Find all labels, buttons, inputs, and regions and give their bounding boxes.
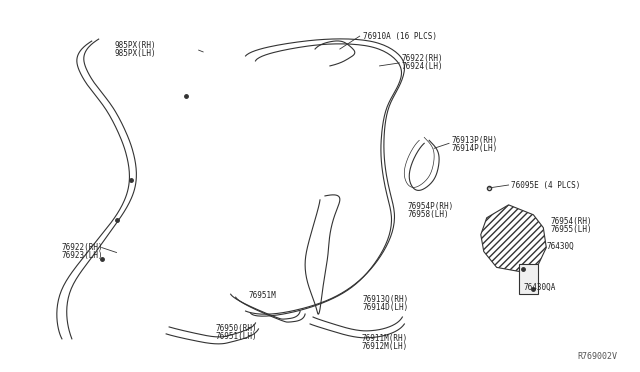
Text: 76955(LH): 76955(LH) (550, 225, 592, 234)
Text: 76910A (16 PLCS): 76910A (16 PLCS) (363, 32, 436, 41)
Text: 76914P(LH): 76914P(LH) (451, 144, 497, 153)
Text: 76430QA: 76430QA (524, 283, 556, 292)
Text: 76095E (4 PLCS): 76095E (4 PLCS) (511, 180, 580, 189)
Text: 76958(LH): 76958(LH) (407, 210, 449, 219)
Text: 76950(RH): 76950(RH) (216, 324, 257, 333)
Text: 76951(LH): 76951(LH) (216, 332, 257, 341)
Text: 76912M(LH): 76912M(LH) (362, 342, 408, 351)
Text: 985PX(RH): 985PX(RH) (115, 41, 156, 49)
Text: 76951M: 76951M (248, 291, 276, 300)
Text: 76954(RH): 76954(RH) (550, 217, 592, 226)
Text: 76924(LH): 76924(LH) (401, 62, 443, 71)
Text: 76914D(LH): 76914D(LH) (363, 302, 409, 312)
Text: 76430Q: 76430Q (547, 242, 574, 251)
Text: 76922(RH): 76922(RH) (401, 54, 443, 64)
Text: 76913Q(RH): 76913Q(RH) (363, 295, 409, 304)
Text: 76913P(RH): 76913P(RH) (451, 136, 497, 145)
Text: 76954P(RH): 76954P(RH) (407, 202, 454, 211)
Polygon shape (518, 264, 538, 294)
Text: R769002V: R769002V (578, 352, 618, 361)
Text: 985PX(LH): 985PX(LH) (115, 48, 156, 58)
Text: 76911M(RH): 76911M(RH) (362, 334, 408, 343)
Text: 76922(RH): 76922(RH) (62, 243, 104, 252)
Text: 76923(LH): 76923(LH) (62, 251, 104, 260)
